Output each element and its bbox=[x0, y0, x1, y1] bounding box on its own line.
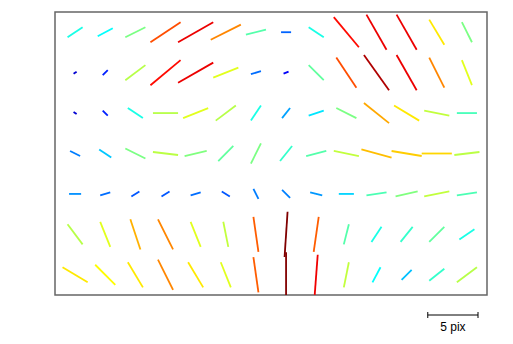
svg-text:5 pix: 5 pix bbox=[440, 320, 465, 334]
